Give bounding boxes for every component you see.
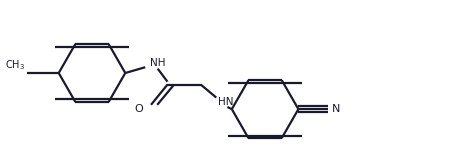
Text: O: O bbox=[134, 104, 143, 114]
Text: HN: HN bbox=[219, 97, 234, 107]
Text: CH$_3$: CH$_3$ bbox=[5, 58, 25, 72]
Text: NH: NH bbox=[150, 58, 165, 68]
Text: N: N bbox=[332, 104, 340, 114]
